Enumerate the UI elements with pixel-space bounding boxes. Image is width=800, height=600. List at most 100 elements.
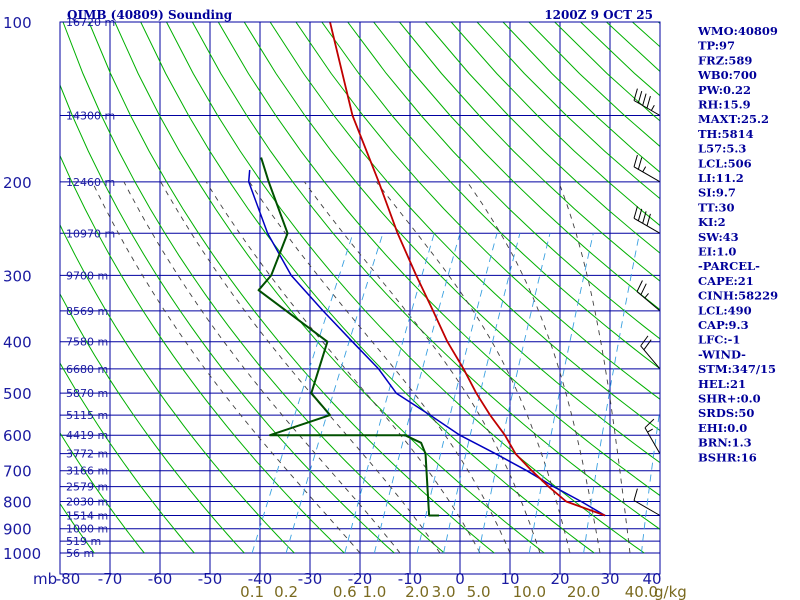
pressure-tick-label: 900	[3, 521, 32, 539]
mixing-ratio-line	[344, 233, 435, 554]
dry-adiabat-line	[60, 223, 295, 554]
wind-barb-full	[633, 88, 638, 101]
mixing-ratio-line	[478, 233, 551, 554]
wind-barb-full	[637, 208, 643, 221]
dry-adiabat-line	[114, 22, 545, 554]
mixing-ratio-tick-label: 1.0	[362, 583, 386, 600]
mixing-ratio-line	[528, 233, 594, 554]
temperature-tick-label: 10	[500, 570, 519, 588]
index-value: TP:97	[698, 39, 735, 53]
height-tick-label: 14300 m	[66, 110, 115, 123]
index-value: SRDS:50	[698, 406, 754, 420]
pressure-tick-label: 400	[3, 334, 32, 352]
wind-barb-shaft	[633, 500, 661, 516]
height-tick-label: 7580 m	[66, 336, 108, 349]
dry-adiabat-line	[60, 154, 345, 554]
pressure-tick-label: 600	[3, 427, 32, 445]
dry-adiabat-line	[399, 22, 660, 282]
dry-adiabat-line	[62, 22, 445, 554]
temperature-profile-line	[329, 22, 606, 517]
index-value: L57:5.3	[698, 142, 746, 156]
height-tick-label: 56 m	[66, 547, 94, 560]
dry-adiabat-line	[60, 431, 145, 554]
temperature-tick-label: 30	[600, 570, 619, 588]
dry-adiabat-line	[269, 22, 660, 432]
pressure-tick-label: 1000	[3, 545, 41, 563]
dry-adiabat-line	[217, 22, 660, 497]
moist-adiabat-line	[558, 181, 631, 554]
wind-barb-full	[637, 90, 643, 104]
temperature-tick-label: 0	[455, 570, 465, 588]
height-tick-label: 2579 m	[66, 481, 108, 494]
height-tick-label: 3166 m	[66, 465, 108, 478]
index-value: LFC:-1	[698, 333, 740, 347]
temperature-tick-label: -10	[398, 570, 423, 588]
index-value: BSHR:16	[698, 450, 757, 464]
height-tick-label: 5870 m	[66, 387, 108, 400]
wind-barb-full	[644, 418, 655, 429]
dry-adiabat-line	[166, 22, 645, 554]
index-value: CINH:58229	[698, 289, 778, 303]
index-value: TH:5814	[698, 127, 754, 141]
wind-barb-full	[642, 93, 647, 106]
temperature-tick-label: -80	[56, 570, 81, 588]
height-tick-label: 10970 m	[66, 227, 115, 240]
mixing-ratio-tick-label: 0.2	[274, 583, 298, 600]
index-value: RH:15.9	[698, 98, 751, 112]
index-value: STM:347/15	[698, 362, 776, 376]
index-value: -WIND-	[698, 347, 746, 361]
dry-adiabat-line	[60, 502, 95, 554]
wind-barb-full	[637, 157, 643, 170]
height-tick-label: 8569 m	[66, 305, 108, 318]
mixing-ratio-tick-label: 2.0	[405, 583, 429, 600]
moist-adiabat-line	[375, 181, 571, 554]
wind-barb-full	[643, 339, 652, 350]
pressure-tick-label: 200	[3, 174, 32, 192]
wind-barb-full	[640, 283, 647, 296]
mixing-ratio-line	[583, 233, 640, 554]
height-tick-label: 2030 m	[66, 496, 108, 509]
wind-barb-full	[633, 206, 638, 219]
dry-adiabat-line	[140, 22, 595, 554]
dewpoint-profile-line	[257, 157, 440, 517]
moist-adiabat-line	[466, 181, 601, 554]
temperature-tick-label: -50	[198, 570, 223, 588]
dry-adiabat-line	[243, 22, 660, 464]
height-tick-label: 5115 m	[66, 409, 108, 422]
index-value: TT:30	[698, 200, 735, 214]
index-value: PW:0.22	[698, 83, 751, 97]
height-tick-label: 3772 m	[66, 448, 108, 461]
height-tick-label: 4419 m	[66, 429, 108, 442]
dry-adiabat-line	[373, 22, 660, 311]
wind-barb-full	[646, 213, 651, 226]
index-value: LCL:490	[698, 303, 752, 317]
height-tick-label: 1514 m	[66, 510, 108, 523]
mixing-ratio-unit-label: g/kg	[654, 583, 687, 600]
temperature-tick-label: -40	[248, 570, 273, 588]
index-value: CAP:9.3	[698, 318, 749, 332]
mixing-ratio-line	[251, 233, 354, 554]
height-tick-label: 12460 m	[66, 176, 115, 189]
background-lines	[60, 22, 660, 554]
index-value: KI:2	[698, 215, 726, 229]
wind-barb-full	[633, 154, 638, 167]
mixing-ratio-line	[285, 233, 384, 554]
dry-adiabat-line	[60, 362, 195, 554]
chart-title: QIMB (40809) Sounding	[67, 8, 233, 22]
mixing-ratio-tick-label: 20.0	[567, 583, 600, 600]
wind-barb-full	[646, 95, 651, 109]
dry-adiabat-line	[424, 22, 660, 254]
dry-adiabat-line	[295, 22, 660, 400]
pressure-tick-label: 300	[3, 267, 32, 285]
index-value: BRN:1.3	[698, 436, 752, 450]
height-tick-label: 9700 m	[66, 269, 108, 282]
temperature-tick-label: -70	[98, 570, 123, 588]
dry-adiabat-line	[88, 22, 495, 554]
profile-lines	[247, 22, 606, 517]
pressure-unit-label: mb	[33, 570, 57, 588]
index-value: -PARCEL-	[698, 259, 760, 273]
mixing-ratio-tick-label: 40.0	[625, 583, 658, 600]
index-value: WMO:40809	[697, 24, 778, 38]
dry-adiabat-line	[347, 22, 660, 340]
